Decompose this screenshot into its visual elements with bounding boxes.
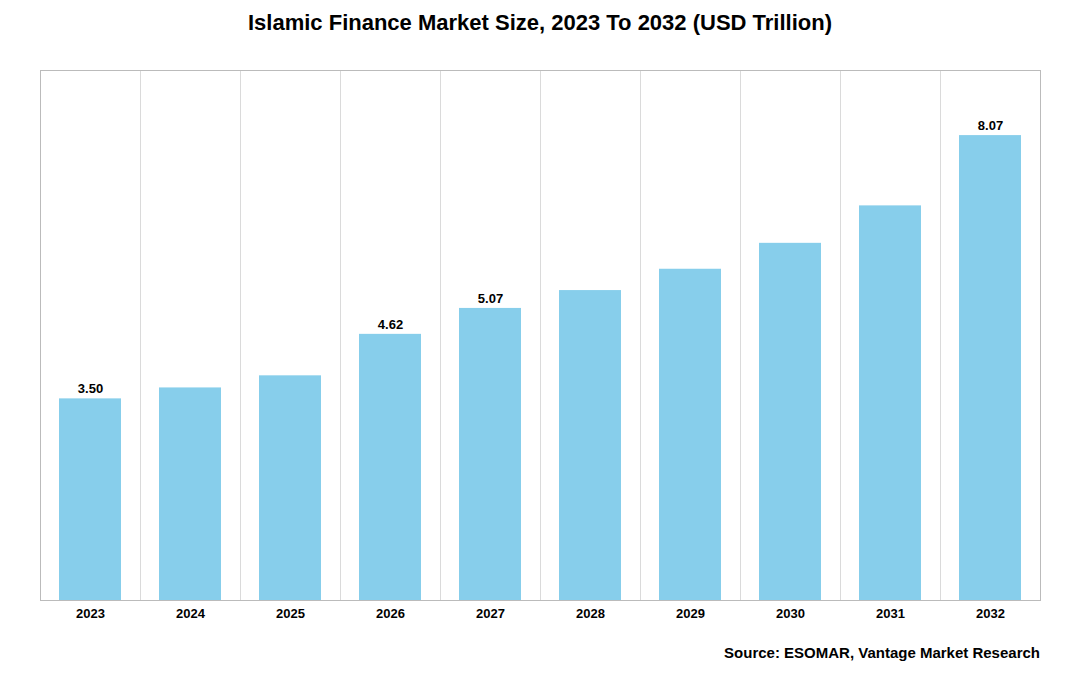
- svg-text:3.50: 3.50: [78, 381, 103, 396]
- html-text:Source: ESOMAR, Vantage Market: Source: ESOMAR, Vantage Market Research: [724, 644, 1040, 661]
- svg-text:2026: 2026: [376, 606, 405, 621]
- svg-text:2023: 2023: [76, 606, 105, 621]
- svg-text:2029: 2029: [676, 606, 705, 621]
- svg-text:2024: 2024: [176, 606, 206, 621]
- svg-text:2028: 2028: [576, 606, 605, 621]
- svg-text:2032: 2032: [976, 606, 1005, 621]
- svg-text:2031: 2031: [876, 606, 905, 621]
- svg-text:8.07: 8.07: [978, 118, 1003, 133]
- html-text:Islamic Finance Market Size, 2: Islamic Finance Market Size, 2023 To 203…: [248, 10, 832, 35]
- svg-text:4.62: 4.62: [378, 317, 403, 332]
- svg-text:5.07: 5.07: [478, 291, 503, 306]
- svg-text:2025: 2025: [276, 606, 305, 621]
- svg-text:2030: 2030: [776, 606, 805, 621]
- svg-text:2027: 2027: [476, 606, 505, 621]
